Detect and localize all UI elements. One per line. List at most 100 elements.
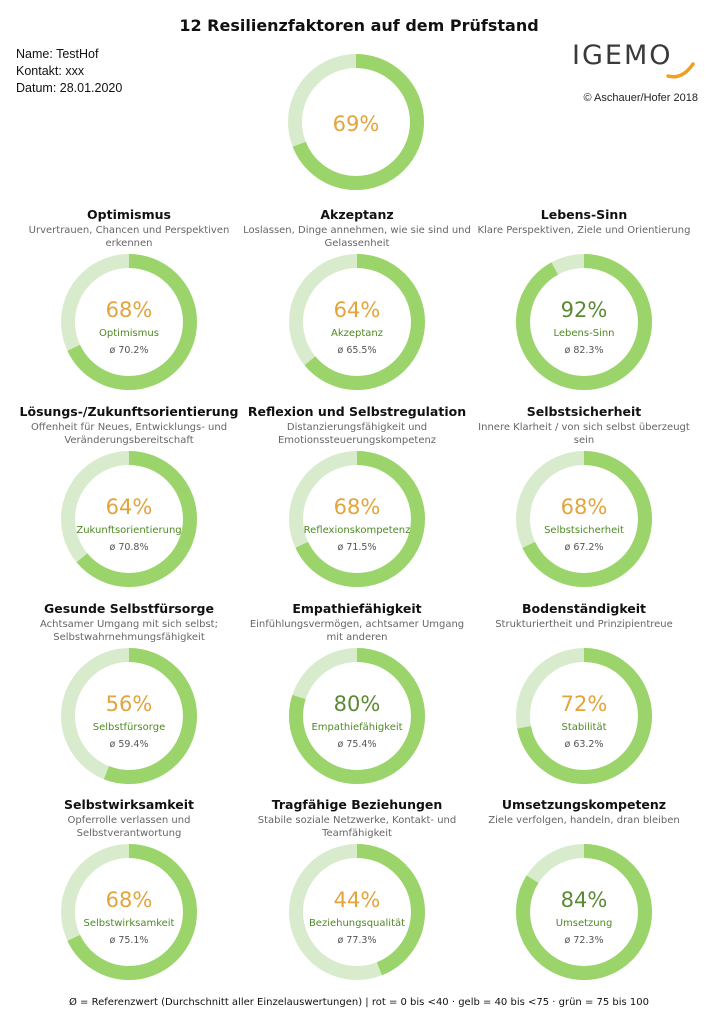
donut-factor-label: Selbstwirksamkeit [84,918,175,929]
donut-factor-label: Zukunftsorientierung [76,525,181,536]
donut-value-arc [289,451,425,587]
factor-donut-reflexionskompetenz: 68% Reflexionskompetenz ø 71.5% [287,449,427,589]
factor-title-umsetzung: Umsetzungskompetenz [501,797,667,812]
meta-contact: Kontakt: xxx [16,64,85,78]
donut-factor-label: Beziehungsqualität [309,918,405,929]
factor-description-beziehungsqualit-t: Stabile soziale Netzwerke, Kontakt- und … [257,815,457,839]
donut-value-label: 64% [106,495,153,519]
donut-value-label: 92% [561,298,608,322]
donut-chart: 69% [288,54,424,190]
factor-donut-umsetzung: 84% Umsetzung ø 72.3% [514,842,654,982]
donut-factor-label: Optimismus [99,328,159,339]
factor-title-optimismus: Optimismus [87,207,171,222]
donut-factor-label: Reflexionskompetenz [304,525,411,536]
factor-title-beziehungsqualit-t: Tragfähige Beziehungen [271,797,443,812]
donut-reference-avg: ø 75.1% [109,935,148,946]
donut-value-arc [61,254,197,390]
donut-value-label: 56% [106,692,153,716]
donut-value-label: 64% [334,298,381,322]
overall-score-donut: 69% [286,52,426,192]
donut-factor-label: Selbstsicherheit [544,525,624,536]
donut-chart: 68% Selbstwirksamkeit ø 75.1% [61,844,197,980]
factor-title-zukunftsorientierung: Lösungs-/Zukunftsorientierung [19,404,239,419]
donut-value-arc [61,648,197,784]
donut-value-label: 72% [561,692,608,716]
factor-donut-zukunftsorientierung: 64% Zukunftsorientierung ø 70.8% [59,449,199,589]
donut-value-arc [61,451,197,587]
factor-donut-selbstwirksamkeit: 68% Selbstwirksamkeit ø 75.1% [59,842,199,982]
donut-value-arc [289,844,425,980]
donut-chart: 68% Optimismus ø 70.2% [61,254,197,390]
factor-donut-selbstf-rsorge: 56% Selbstfürsorge ø 59.4% [59,646,199,786]
donut-value-arc [516,844,652,980]
factor-title-empathief-higkeit: Empathiefähigkeit [292,601,422,616]
factor-title-selbstf-rsorge: Gesunde Selbstfürsorge [43,601,214,616]
legend-footnote: Ø = Referenzwert (Durchschnitt aller Ein… [68,997,650,1008]
factor-description-selbstsicherheit: Innere Klarheit / von sich selbst überze… [478,422,690,446]
factor-description-selbstwirksamkeit: Opferrolle verlassen und Selbstverantwor… [67,815,191,839]
donut-chart: 68% Selbstsicherheit ø 67.2% [516,451,652,587]
factor-title-selbstwirksamkeit: Selbstwirksamkeit [63,797,195,812]
donut-factor-label: Selbstfürsorge [93,722,166,733]
copyright-text: © Aschauer/Hofer 2018 [583,92,698,104]
donut-value-arc [289,648,425,784]
donut-reference-avg: ø 70.8% [109,542,148,553]
factor-description-reflexionskompetenz: Distanzierungsfähigkeit und Emotionssteu… [277,422,437,446]
donut-chart: 84% Umsetzung ø 72.3% [516,844,652,980]
donut-factor-label: Lebens-Sinn [553,328,614,339]
report-meta: Name: TestHof Kontakt: xxx Datum: 28.01.… [16,46,122,97]
donut-reference-avg: ø 71.5% [337,542,376,553]
logo-wordmark: IGEMO [572,40,673,71]
donut-value-label: 68% [561,495,608,519]
donut-value-arc [61,844,197,980]
donut-reference-avg: ø 65.5% [337,345,376,356]
meta-date: Datum: 28.01.2020 [16,81,123,95]
donut-value-label: 68% [106,888,153,912]
donut-value-label: 80% [334,692,381,716]
factor-title-stabilit-t: Bodenständigkeit [521,601,647,616]
factor-title-akzeptanz: Akzeptanz [320,207,394,222]
factor-description-stabilit-t: Strukturiertheit und Prinzipientreue [495,619,673,630]
factor-description-umsetzung: Ziele verfolgen, handeln, dran bleiben [488,815,680,826]
donut-reference-avg: ø 59.4% [109,739,148,750]
donut-value-label: 69% [333,112,380,136]
factor-description-empathief-higkeit: Einfühlungsvermögen, achtsamer Umgang mi… [249,619,465,643]
factor-title-lebens-sinn: Lebens-Sinn [540,207,628,222]
donut-reference-avg: ø 82.3% [564,345,603,356]
donut-factor-label: Empathiefähigkeit [311,722,402,733]
factor-description-selbstf-rsorge: Achtsamer Umgang mit sich selbst; Selbst… [40,619,218,643]
donut-value-arc [516,451,652,587]
donut-value-label: 68% [334,495,381,519]
donut-factor-label: Stabilität [561,722,606,733]
factor-description-akzeptanz: Loslassen, Dinge annehmen, wie sie sind … [243,225,471,249]
donut-chart: 92% Lebens-Sinn ø 82.3% [516,254,652,390]
logo-swoosh-icon [666,62,695,79]
donut-chart: 64% Akzeptanz ø 65.5% [289,254,425,390]
donut-reference-avg: ø 63.2% [564,739,603,750]
donut-value-arc [516,648,652,784]
factor-title-selbstsicherheit: Selbstsicherheit [526,404,642,419]
donut-reference-avg: ø 67.2% [564,542,603,553]
factor-title-reflexionskompetenz: Reflexion und Selbstregulation [247,404,467,419]
donut-value-label: 44% [334,888,381,912]
factor-donut-beziehungsqualit-t: 44% Beziehungsqualität ø 77.3% [287,842,427,982]
donut-value-arc [288,54,424,190]
factor-donut-optimismus: 68% Optimismus ø 70.2% [59,252,199,392]
donut-value-label: 84% [561,888,608,912]
donut-chart: 80% Empathiefähigkeit ø 75.4% [289,648,425,784]
factor-donut-akzeptanz: 64% Akzeptanz ø 65.5% [287,252,427,392]
factor-donut-selbstsicherheit: 68% Selbstsicherheit ø 67.2% [514,449,654,589]
donut-chart: 68% Reflexionskompetenz ø 71.5% [289,451,425,587]
factor-donut-empathief-higkeit: 80% Empathiefähigkeit ø 75.4% [287,646,427,786]
donut-factor-label: Umsetzung [556,918,613,929]
donut-chart: 56% Selbstfürsorge ø 59.4% [61,648,197,784]
factor-donut-stabilit-t: 72% Stabilität ø 63.2% [514,646,654,786]
factor-description-optimismus: Urvertrauen, Chancen und Perspektiven er… [28,225,230,249]
donut-chart: 72% Stabilität ø 63.2% [516,648,652,784]
donut-reference-avg: ø 72.3% [564,935,603,946]
page-title: 12 Resilienzfaktoren auf dem Prüfstand [179,16,539,35]
donut-reference-avg: ø 75.4% [337,739,376,750]
donut-reference-avg: ø 70.2% [109,345,148,356]
donut-value-arc [516,254,652,390]
donut-factor-label: Akzeptanz [331,328,383,339]
